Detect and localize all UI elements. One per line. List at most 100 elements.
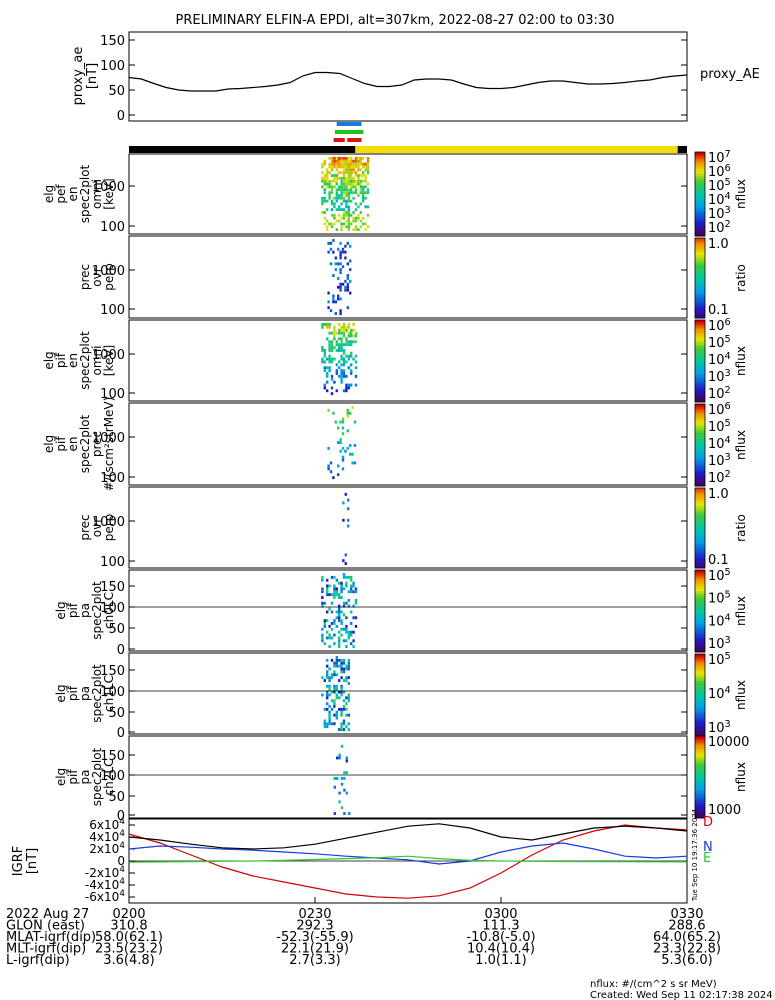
heat-cell <box>321 360 324 364</box>
colorbar-cell <box>695 684 705 688</box>
heat-cell <box>340 777 344 780</box>
colorbar-cell <box>695 459 705 462</box>
status-segment <box>677 146 687 153</box>
colorbar-cell <box>695 522 705 525</box>
heat-cell <box>366 159 370 163</box>
colorbar-cell <box>695 238 705 241</box>
colorbar-cell <box>695 358 705 362</box>
colorbar-cell <box>695 697 705 700</box>
heat-cell <box>350 174 353 177</box>
heat-cell <box>347 325 350 329</box>
colorbar-cell <box>695 504 705 507</box>
heat-cell <box>341 458 345 462</box>
heat-cell <box>347 357 350 361</box>
heat-cell <box>326 722 329 726</box>
heat-cell <box>328 705 331 708</box>
heat-cell <box>334 300 337 304</box>
heat-cell <box>333 622 336 625</box>
heat-cell <box>342 222 346 226</box>
heat-cell <box>342 501 345 505</box>
heat-cell <box>357 182 360 186</box>
heat-cell <box>321 346 324 349</box>
y-axis-label: [nT] <box>85 63 100 89</box>
heat-cell <box>323 707 326 711</box>
y-axis-label: en <box>66 437 80 452</box>
colorbar-tick-label: 104 <box>708 191 731 208</box>
heat-cell <box>328 185 331 189</box>
y-axis-label: omni <box>90 346 104 376</box>
y-axis-label: en <box>66 187 80 202</box>
heat-cell <box>335 363 338 367</box>
heat-cell <box>321 633 324 637</box>
heat-cell <box>344 244 347 248</box>
heat-cell <box>344 288 347 292</box>
heat-cell <box>366 168 370 172</box>
heat-cell <box>347 165 350 169</box>
colorbar-label: ratio <box>734 514 748 542</box>
heat-cell <box>330 722 334 726</box>
heat-cell <box>335 162 338 166</box>
heat-cell <box>340 584 343 588</box>
orbit-value: 23.5(23.2) <box>95 942 163 957</box>
heat-cell <box>352 639 355 643</box>
heat-cell <box>350 331 353 335</box>
heat-cell <box>328 357 331 361</box>
heat-cell <box>342 208 346 211</box>
heat-cell <box>338 679 341 682</box>
heat-cell <box>347 354 350 358</box>
colorbar-tick-label: 105 <box>708 651 731 668</box>
heat-cell <box>335 349 338 352</box>
heat-cell <box>329 247 333 251</box>
y-axis-label: [nT] <box>25 848 40 874</box>
heat-cell <box>362 179 365 183</box>
heat-cell <box>350 222 353 226</box>
colorbar-cell <box>695 574 705 577</box>
heat-cell <box>330 202 334 206</box>
heat-cell <box>334 262 337 266</box>
heat-cell <box>321 636 324 640</box>
colorbar-cell <box>695 617 705 620</box>
colorbar-cell <box>695 418 705 421</box>
heat-cell <box>335 590 338 594</box>
heat-cell <box>330 636 334 640</box>
colorbar-tick-label: 1.0 <box>708 237 729 252</box>
y-tick-label: 1000 <box>92 348 125 363</box>
heat-cell <box>323 196 326 200</box>
heat-cell <box>330 208 334 211</box>
colorbar-cell <box>695 408 705 411</box>
colorbar-cell <box>695 592 705 595</box>
colorbar-cell <box>695 387 705 391</box>
heat-cell <box>340 162 343 166</box>
colorbar-cell <box>695 707 705 710</box>
heat-cell <box>342 372 346 375</box>
heat-cell <box>323 601 326 605</box>
heat-cell <box>342 157 346 160</box>
heat-cell <box>342 374 346 378</box>
heat-cell <box>345 713 348 717</box>
y-tick-label: 0 <box>117 726 125 741</box>
colorbar-cell <box>695 639 705 643</box>
heat-cell <box>340 171 343 174</box>
colorbar-cell <box>695 524 705 527</box>
orbit-value: 3.6(4.8) <box>103 953 155 968</box>
heat-cell <box>326 578 329 582</box>
y-tick-label: 100 <box>100 685 125 700</box>
colorbar-cell <box>695 175 705 178</box>
proxy-ae-line <box>128 71 688 92</box>
heat-cell <box>357 159 360 163</box>
colorbar-cell <box>695 654 705 657</box>
y-axis-label: [keV] <box>102 178 116 209</box>
colorbar-cell <box>695 777 705 780</box>
heat-cell <box>357 228 360 231</box>
heat-cell <box>333 699 336 703</box>
heat-cell <box>330 627 334 631</box>
heat-cell <box>326 636 329 640</box>
heat-cell <box>326 174 329 177</box>
side-timestamp: Tue Sep 10 19:17:36 2024 <box>691 808 699 902</box>
heat-cell <box>328 719 331 723</box>
heat-cell <box>326 658 329 662</box>
heat-cell <box>342 389 346 393</box>
heat-cell <box>337 285 340 289</box>
